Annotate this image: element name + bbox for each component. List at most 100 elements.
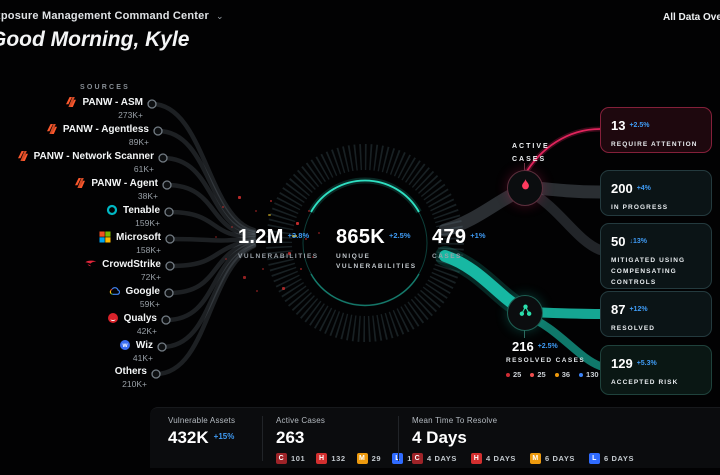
- panw-icon: [74, 177, 86, 189]
- greeting-title: Good Morning, Kyle: [0, 28, 190, 51]
- accepted-risk-card[interactable]: 129 +5.3% ACCEPTED RISK: [600, 345, 712, 395]
- tenable-icon: [106, 204, 118, 216]
- card-value: 129: [611, 356, 633, 371]
- qualys-icon: [107, 312, 119, 324]
- source-name: Microsoft: [116, 231, 161, 243]
- source-item-tenable[interactable]: Tenable 159K+: [106, 204, 160, 228]
- severity-low: 130: [579, 370, 599, 379]
- divider: [262, 416, 263, 461]
- resolved-severity-breakdown: 25 25 36 130: [506, 370, 599, 379]
- source-name: Google: [125, 285, 160, 297]
- source-item-panw-agentless[interactable]: PANW - Agentless 89K+: [46, 123, 149, 147]
- source-count: 159K+: [135, 218, 160, 228]
- app-title[interactable]: Exposure Management Command Center: [0, 10, 209, 22]
- active-cases-label: Active Cases: [276, 416, 326, 425]
- active-cases-label: ACTIVE CASES: [512, 143, 550, 164]
- cases-delta: +1%: [470, 231, 486, 240]
- medium-badge-icon: M: [530, 453, 542, 464]
- data-range-filter[interactable]: All Data Over: [663, 12, 720, 23]
- card-label: ACCEPTED RISK: [611, 379, 679, 386]
- require-attention-card[interactable]: 13 +2.5% REQUIRE ATTENTION: [600, 107, 712, 153]
- vulnerable-assets-tile[interactable]: Vulnerable Assets 432K +15%: [168, 416, 235, 448]
- cases-label: CASES: [432, 253, 462, 260]
- severity-high: 25: [530, 370, 546, 379]
- critical-badge-icon: C: [412, 453, 423, 464]
- low-badge-icon: L: [589, 453, 601, 464]
- card-delta: +5.3%: [636, 360, 657, 367]
- source-item-wiz[interactable]: w Wiz 41K+: [119, 339, 153, 363]
- card-value: 200: [611, 181, 633, 196]
- panw-icon: [46, 123, 58, 135]
- source-item-qualys[interactable]: Qualys 42K+: [107, 312, 157, 336]
- source-item-google[interactable]: Google 59K+: [109, 285, 160, 309]
- source-item-panw-asm[interactable]: PANW - ASM 273K+: [65, 96, 143, 120]
- resolved-cases-node[interactable]: [507, 295, 543, 331]
- mitigated-card[interactable]: 50 ↓13% MITIGATED USING COMPENSATING CONT…: [600, 223, 712, 289]
- source-count: 89K+: [128, 137, 149, 147]
- source-name: CrowdStrike: [102, 258, 161, 270]
- unique-vulnerabilities-metric: 865K +2.5% UNIQUE VULNERABILITIES: [336, 226, 436, 273]
- source-name: PANW - ASM: [82, 96, 143, 108]
- source-name: PANW - Network Scanner: [33, 150, 154, 162]
- flame-icon: [518, 178, 533, 198]
- card-delta: +12%: [629, 306, 648, 313]
- source-name: Wiz: [135, 339, 153, 351]
- unique-value: 865K: [336, 226, 386, 248]
- severity-low: L1: [392, 453, 412, 464]
- source-count: 38K+: [137, 191, 158, 201]
- severity-high: H 132: [316, 453, 345, 464]
- card-value: 87: [611, 302, 626, 317]
- source-count: 59K+: [139, 299, 160, 309]
- source-count: 210K+: [122, 379, 147, 389]
- unique-label: UNIQUE VULNERABILITIES: [336, 253, 417, 271]
- medium-badge-icon: M: [356, 453, 368, 464]
- card-label: MITIGATED USING COMPENSATING CONTROLS: [611, 257, 686, 287]
- unique-delta: +2.5%: [389, 231, 411, 240]
- severity-critical: 25: [506, 370, 521, 379]
- resolved-cases-delta: +2.5%: [537, 343, 558, 350]
- resolved-cases-title: RESOLVED CASES: [506, 357, 586, 364]
- active-cases-value: 263: [276, 428, 305, 447]
- mttr-label: Mean Time To Resolve: [412, 416, 498, 425]
- chevron-down-icon[interactable]: ⌄: [215, 11, 224, 21]
- resolved-card[interactable]: 87 +12% RESOLVED: [600, 291, 712, 337]
- card-label: REQUIRE ATTENTION: [611, 141, 698, 148]
- low-dot-icon: [579, 372, 584, 377]
- panw-icon: [17, 150, 29, 162]
- cases-value: 479: [432, 226, 467, 248]
- high-badge-icon: H: [316, 453, 328, 464]
- source-name: Tenable: [122, 204, 160, 216]
- source-item-panw-agent[interactable]: PANW - Agent 38K+: [74, 177, 158, 201]
- source-item-crowdstrike[interactable]: CrowdStrike 72K+: [85, 258, 161, 282]
- active-cases-node[interactable]: [507, 170, 543, 206]
- in-progress-card[interactable]: 200 +4% IN PROGRESS: [600, 170, 712, 216]
- medium-dot-icon: [554, 372, 559, 377]
- high-dot-icon: [530, 372, 535, 377]
- card-delta: +2.5%: [629, 122, 650, 129]
- vulnerabilities-delta: +3.8%: [287, 231, 310, 240]
- google-cloud-icon: [109, 285, 121, 297]
- severity-medium: M 29: [356, 453, 382, 464]
- active-connector-line: [524, 163, 525, 171]
- high-badge-icon: H: [471, 453, 483, 464]
- source-count: 61K+: [133, 164, 154, 174]
- source-count: 41K+: [132, 353, 153, 363]
- cluster-icon: [518, 303, 533, 323]
- card-label: RESOLVED: [611, 325, 656, 332]
- severity-medium: 36: [554, 370, 570, 379]
- source-item-microsoft[interactable]: Microsoft 158K+: [99, 231, 161, 255]
- source-count: 72K+: [140, 272, 161, 282]
- card-delta: +4%: [636, 185, 651, 192]
- source-item-panw-network-scanner[interactable]: PANW - Network Scanner 61K+: [17, 150, 154, 174]
- sources-heading: SOURCES: [79, 84, 131, 91]
- source-name: Qualys: [123, 312, 157, 324]
- critical-dot-icon: [506, 372, 510, 377]
- source-item-others[interactable]: Others 210K+: [115, 366, 147, 389]
- cases-metric: 479 +1% CASES: [432, 226, 502, 262]
